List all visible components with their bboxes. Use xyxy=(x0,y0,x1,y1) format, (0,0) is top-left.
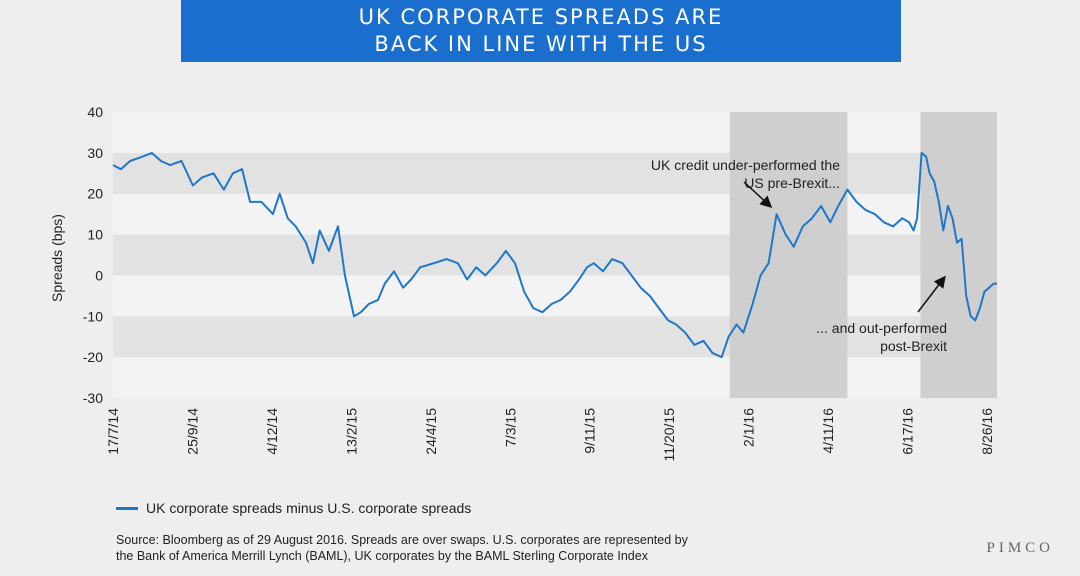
x-tick-label: 17/7/14 xyxy=(105,408,121,455)
grid-stripe xyxy=(113,112,997,153)
x-tick-label: 25/9/14 xyxy=(184,408,200,455)
x-tick-label: 4/12/14 xyxy=(264,408,280,455)
y-tick-label: 0 xyxy=(95,267,103,283)
annotation-pre-brexit: UK credit under-performed the US pre-Brex… xyxy=(651,157,840,191)
legend-label: UK corporate spreads minus U.S. corporat… xyxy=(146,500,472,516)
grid-stripe xyxy=(113,357,997,398)
x-tick-label: 6/17/16 xyxy=(900,408,916,455)
y-tick-label: 20 xyxy=(87,186,103,202)
x-tick-label: 9/11/15 xyxy=(582,408,598,454)
x-tick-label: 13/2/15 xyxy=(343,408,359,455)
title-line-2: BACK IN LINE WITH THE US xyxy=(374,32,708,56)
legend: UK corporate spreads minus U.S. corporat… xyxy=(116,500,471,516)
source-line-1: Source: Bloomberg as of 29 August 2016. … xyxy=(116,533,688,547)
source-line-2: the Bank of America Merrill Lynch (BAML)… xyxy=(116,549,648,563)
pimco-logo: PIMCO xyxy=(986,540,1054,556)
highlight-bands xyxy=(729,112,997,398)
title-line-1: UK CORPORATE SPREADS ARE xyxy=(358,5,724,29)
x-tick-label: 24/4/15 xyxy=(423,408,439,455)
highlight-band xyxy=(920,112,997,398)
y-tick-label: -10 xyxy=(83,308,103,324)
annotation-line: UK credit under-performed the xyxy=(651,157,840,173)
annotation-post-brexit: ... and out-performed post-Brexit xyxy=(816,320,947,354)
x-tick-label: 2/1/16 xyxy=(741,408,757,447)
y-axis-ticks: 40 30 20 10 0 -10 -20 -30 xyxy=(83,104,103,406)
y-tick-label: -20 xyxy=(83,349,103,365)
grid-stripe xyxy=(113,234,997,276)
x-tick-label: 7/3/15 xyxy=(502,408,518,447)
grid-stripe xyxy=(113,152,997,194)
annotation-line: ... and out-performed xyxy=(816,320,947,336)
y-tick-label: -30 xyxy=(83,390,103,406)
annotation-line: post-Brexit xyxy=(880,338,947,354)
y-tick-label: 30 xyxy=(87,145,103,161)
annotations: UK credit under-performed the US pre-Brex… xyxy=(651,157,947,354)
grid-stripes xyxy=(113,112,997,398)
y-tick-label: 40 xyxy=(87,104,103,120)
grid-stripe xyxy=(113,275,997,317)
x-tick-label: 8/26/16 xyxy=(979,408,995,455)
arrow-post-brexit xyxy=(917,275,946,313)
y-tick-label: 10 xyxy=(87,227,103,243)
chart: 40 30 20 10 0 -10 -20 -30 17/7/14 25/9/14 4/12/14… xyxy=(49,104,997,462)
y-axis-label: Spreads (bps) xyxy=(49,214,65,302)
chart-title: UK CORPORATE SPREADS ARE BACK IN LINE WI… xyxy=(181,0,901,62)
annotation-line: US pre-Brexit... xyxy=(744,175,840,191)
x-axis-ticks: 17/7/14 25/9/14 4/12/14 13/2/15 24/4/15 7/3/1… xyxy=(105,408,995,462)
grid-stripe xyxy=(113,316,997,358)
series-line xyxy=(112,151,997,359)
x-tick-label: 11/20/15 xyxy=(661,408,677,462)
grid-stripe xyxy=(113,193,997,235)
data-series xyxy=(112,151,997,359)
arrow-pre-brexit xyxy=(743,181,773,209)
highlight-band xyxy=(729,112,848,398)
x-tick-label: 4/11/16 xyxy=(820,408,836,454)
legend-swatch xyxy=(116,506,138,510)
source-note: Source: Bloomberg as of 29 August 2016. … xyxy=(116,532,816,564)
